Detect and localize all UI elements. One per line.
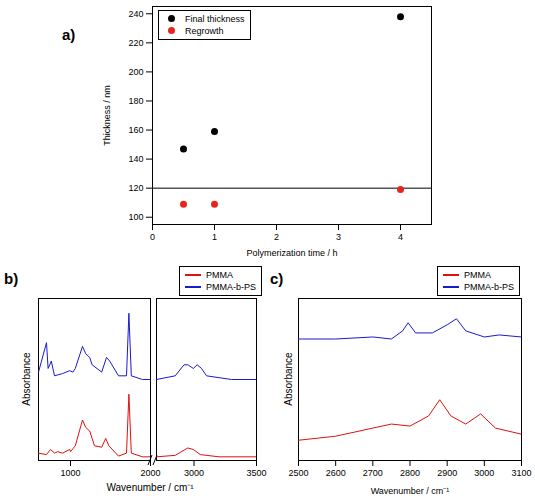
html-text:Final thickness: Final thickness	[185, 14, 245, 24]
svg-text:160: 160	[128, 125, 143, 135]
svg-text:Polymerization time / h: Polymerization time / h	[246, 248, 337, 258]
svg-text:180: 180	[128, 96, 143, 106]
svg-text:140: 140	[128, 154, 143, 164]
svg-text:1: 1	[212, 232, 217, 242]
html-text:a): a)	[62, 26, 76, 43]
svg-text:1000: 1000	[60, 468, 80, 478]
svg-text:2600: 2600	[326, 468, 346, 478]
html-text:c): c)	[270, 270, 284, 287]
html-text:PMMA: PMMA	[206, 270, 233, 280]
svg-text:240: 240	[128, 9, 143, 19]
svg-text:3000: 3000	[474, 468, 494, 478]
html-text:Wavenumber / cm⁻¹: Wavenumber / cm⁻¹	[106, 482, 194, 493]
svg-text:220: 220	[128, 38, 143, 48]
svg-text:3100: 3100	[511, 468, 531, 478]
html-text:Absorbance: Absorbance	[20, 352, 32, 406]
html-text:PMMA-b-PS: PMMA-b-PS	[464, 282, 514, 292]
svg-text:Wavenumber / cm⁻¹: Wavenumber / cm⁻¹	[371, 486, 450, 496]
html-text:PMMA: PMMA	[464, 270, 491, 280]
svg-text:2500: 2500	[288, 468, 308, 478]
svg-text:2: 2	[274, 232, 279, 242]
svg-text:2800: 2800	[400, 468, 420, 478]
svg-text:120: 120	[128, 183, 143, 193]
svg-text:4: 4	[398, 232, 403, 242]
html-text:PMMA-b-PS: PMMA-b-PS	[206, 282, 256, 292]
html-text:Absorbance: Absorbance	[282, 352, 294, 406]
svg-text:200: 200	[128, 67, 143, 77]
svg-text:100: 100	[128, 212, 143, 222]
svg-text:2700: 2700	[363, 468, 383, 478]
svg-text:3: 3	[336, 232, 341, 242]
svg-text:Thickness / nm: Thickness / nm	[102, 85, 112, 146]
svg-text:0: 0	[150, 232, 155, 242]
svg-text:2900: 2900	[437, 468, 457, 478]
html-text:b): b)	[4, 270, 19, 287]
html-text:Regrowth: Regrowth	[185, 26, 224, 36]
svg-text:2000: 2000	[140, 468, 160, 478]
svg-text:3000: 3000	[184, 468, 204, 478]
svg-text:3500: 3500	[246, 468, 266, 478]
